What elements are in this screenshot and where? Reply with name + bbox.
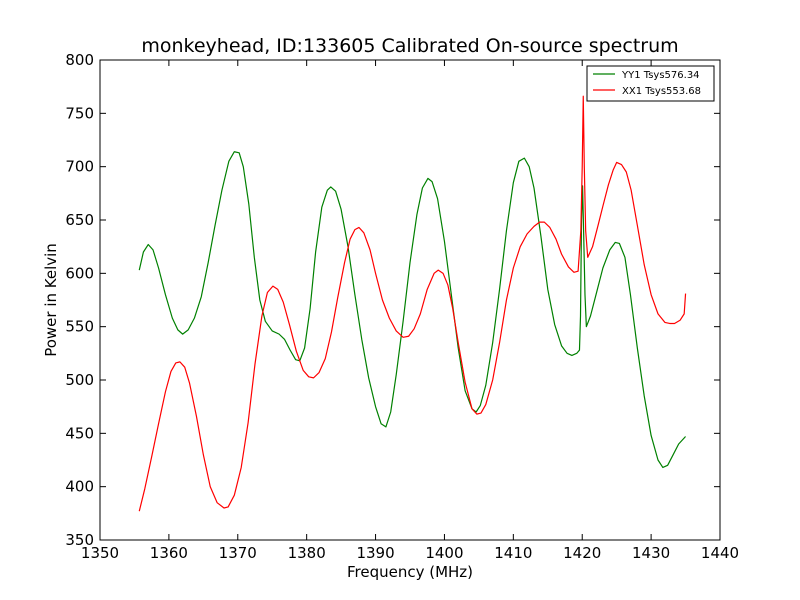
y-tick-label: 700 — [65, 158, 94, 176]
x-tick-label: 1430 — [632, 544, 670, 562]
legend-label-yy1: YY1 Tsys576.34 — [621, 70, 700, 81]
series-line-yy1 — [138, 151, 687, 469]
y-tick-label: 600 — [65, 264, 94, 282]
legend: YY1 Tsys576.34 XX1 Tsys553.68 — [586, 65, 715, 102]
x-tick-label: 1410 — [494, 544, 532, 562]
y-tick-label: 750 — [65, 104, 94, 122]
legend-box — [586, 65, 715, 102]
y-tick-label: 350 — [65, 531, 94, 549]
x-tick-label: 1420 — [563, 544, 601, 562]
x-tick-label: 1370 — [219, 544, 257, 562]
x-tick-label: 1380 — [288, 544, 326, 562]
series-lines — [138, 95, 687, 512]
x-tick-label: 1400 — [425, 544, 463, 562]
y-tick-label: 800 — [65, 51, 94, 69]
legend-label-xx1: XX1 Tsys553.68 — [622, 86, 701, 97]
x-tick-label: 1360 — [150, 544, 188, 562]
y-axis-ticks: 350 400 450 500 550 600 650 700 750 800 — [65, 51, 720, 549]
y-tick-label: 550 — [65, 318, 94, 336]
y-tick-label: 400 — [65, 478, 94, 496]
chart-title: monkeyhead, ID:133605 Calibrated On-sour… — [141, 35, 678, 57]
x-axis-ticks: 1350 1360 1370 1380 1390 1400 1410 1420 1430 1440 — [81, 60, 739, 562]
x-tick-label: 1350 — [81, 544, 119, 562]
y-axis-label: Power in Kelvin — [42, 243, 60, 357]
y-tick-label: 650 — [65, 211, 94, 229]
plot-frame — [99, 59, 721, 541]
y-tick-label: 450 — [65, 424, 94, 442]
x-tick-label: 1390 — [356, 544, 394, 562]
x-tick-label: 1440 — [701, 544, 739, 562]
series-line-xx1 — [138, 95, 687, 512]
plot-area — [100, 60, 720, 540]
y-tick-label: 500 — [65, 371, 94, 389]
x-axis-label: Frequency (MHz) — [347, 563, 473, 581]
